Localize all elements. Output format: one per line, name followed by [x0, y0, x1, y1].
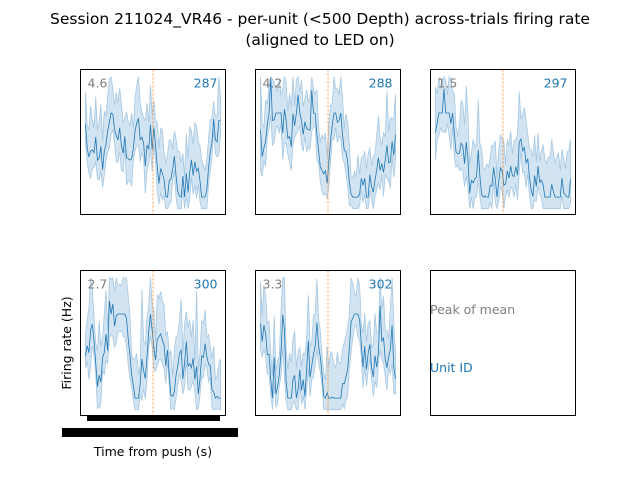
chart-title-line2: (aligned to LED on) [245, 31, 394, 49]
chart-title-line1: Session 211024_VR46 - per-unit (<500 Dep… [50, 10, 590, 29]
subplot-unit-287: 4.6 287 [80, 69, 226, 215]
subplot-unit-297: 1.5 297 [430, 69, 576, 215]
peak-value: 1.5 [438, 76, 458, 91]
peak-value: 3.3 [263, 277, 283, 292]
peak-value: 2.7 [88, 277, 108, 292]
unit-id: 287 [194, 76, 218, 91]
unit-id: 297 [544, 76, 568, 91]
subplot-unit-302: 3.3 302 [255, 270, 401, 416]
subplot-grid: 4.6 287 4.2 288 1.5 297 2.7 300 3.3 302 [80, 69, 576, 416]
unit-id: 300 [194, 277, 218, 292]
legend-peak-label: Peak of mean [430, 302, 515, 317]
legend-panel: Peak of mean Unit ID [430, 270, 576, 416]
legend-unit-label: Unit ID [430, 360, 473, 375]
subplot-frame [255, 69, 401, 215]
x-axis-label: Time from push (s) [93, 444, 212, 459]
unit-id: 302 [369, 277, 393, 292]
x-tick-cluster [87, 415, 220, 421]
y-axis-label: Firing rate (Hz) [59, 296, 74, 389]
subplot-frame [430, 69, 576, 215]
legend-frame [430, 270, 576, 416]
peak-value: 4.2 [263, 76, 283, 91]
mean-line [260, 77, 396, 198]
x-axis-ticks [62, 415, 238, 437]
subplot-frame [255, 270, 401, 416]
peak-value: 4.6 [88, 76, 108, 91]
unit-id: 288 [369, 76, 393, 91]
x-tick-label-cluster [62, 428, 238, 437]
subplot-unit-288: 4.2 288 [255, 69, 401, 215]
subplot-unit-300: 2.7 300 [80, 270, 226, 416]
subplot-frame [80, 69, 226, 215]
